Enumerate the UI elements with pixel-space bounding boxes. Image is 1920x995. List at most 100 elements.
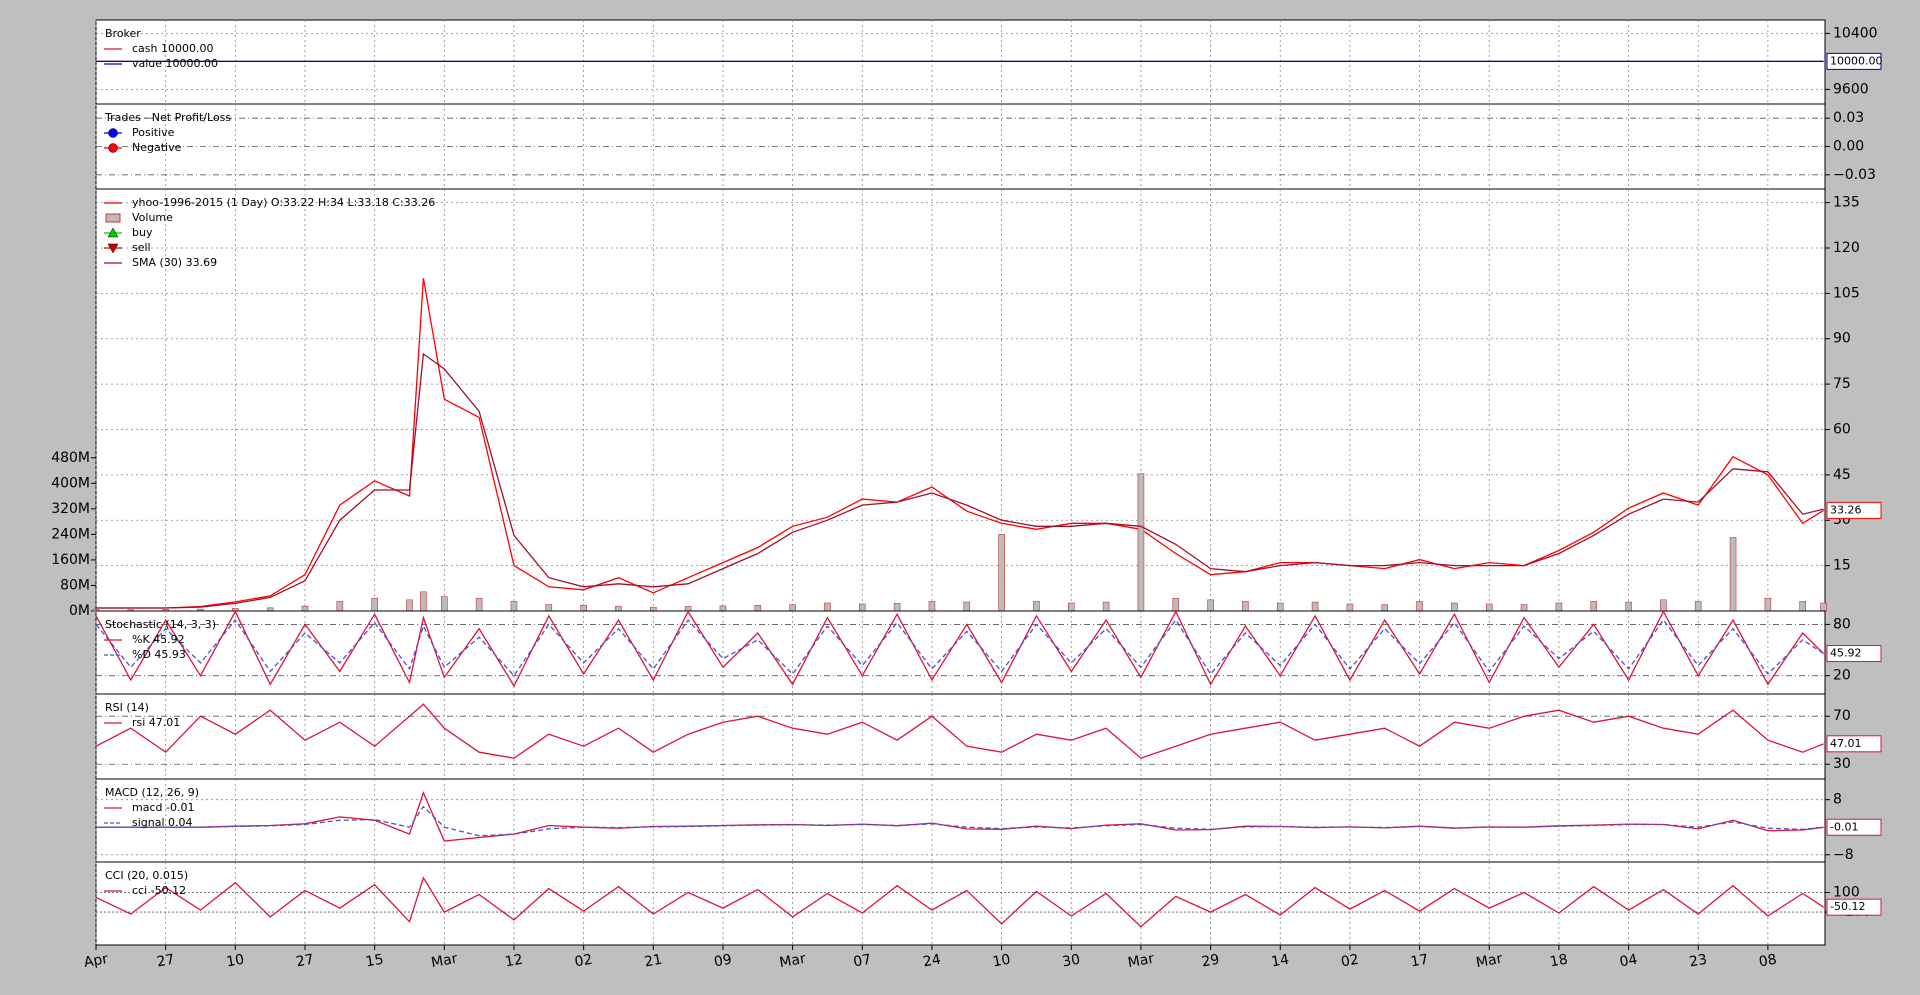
y-tick-label: 120 (1833, 240, 1860, 256)
volume-bar (615, 605, 622, 612)
x-tick-label: 15 (364, 952, 384, 971)
volume-bar (998, 534, 1005, 612)
y-tick-label: 30 (1833, 756, 1851, 772)
y-tick-label: 20 (1833, 668, 1851, 684)
y-tick-label: −8 (1833, 847, 1854, 863)
y-tick-label: 60 (1833, 421, 1851, 437)
panel (95, 188, 1826, 612)
volume-bar (1102, 601, 1110, 612)
panel-title: CCI (20, 0.015) (105, 869, 188, 882)
volume-bar (1625, 601, 1632, 612)
x-tick-label: 14 (1270, 952, 1290, 971)
volume-bar (475, 597, 483, 612)
volume-bar (1346, 603, 1354, 612)
last-value-label: 47.01 (1830, 737, 1862, 750)
x-tick-label: Mar (1475, 951, 1504, 971)
panel-title: Trades - Net Profit/Loss (104, 111, 231, 124)
legend-label: Volume (132, 211, 173, 224)
volume-bar (754, 604, 762, 612)
legend-marker (108, 143, 118, 153)
legend-label: yhoo-1996-2015 (1 Day) O:33.22 H:34 L:33… (132, 196, 435, 209)
volume-bar (580, 604, 587, 612)
volume-bar (510, 601, 518, 612)
y2-tick-label: 320M (51, 501, 90, 517)
x-tick-label: Apr (83, 951, 110, 971)
volume-bar (1485, 603, 1493, 612)
panel (95, 778, 1826, 863)
x-tick-label: 23 (1688, 952, 1708, 971)
last-value-label: 45.92 (1830, 647, 1862, 660)
volume-bar (789, 604, 796, 612)
series-line (95, 876, 1824, 928)
last-value-label: 33.26 (1830, 503, 1862, 516)
volume-bar (1381, 604, 1389, 612)
volume-bar (336, 601, 344, 612)
x-tick-label: 09 (713, 952, 733, 971)
last-value-box (1826, 52, 1882, 70)
volume-bar (1799, 601, 1807, 612)
panel-title: Stochastic (14, 3, 3) (105, 618, 216, 631)
y-tick-label: 75 (1833, 376, 1851, 392)
volume-bar (1242, 601, 1249, 612)
volume-bar (719, 605, 727, 612)
x-tick-label: 30 (1061, 952, 1081, 971)
x-tick-label: 02 (573, 952, 593, 971)
legend-label: buy (132, 226, 153, 239)
volume-bar (1820, 602, 1827, 612)
panel (95, 693, 1826, 780)
x-tick-label: Mar (1127, 951, 1156, 971)
volume-bar (1694, 601, 1702, 612)
x-tick-label: 04 (1618, 952, 1638, 971)
legend-marker (107, 227, 119, 238)
volume-bar (1172, 597, 1180, 612)
panel-title: RSI (14) (105, 701, 149, 714)
volume-bar (1451, 602, 1458, 612)
legend-label: value 10000.00 (132, 57, 218, 70)
volume-bar (928, 601, 936, 612)
volume-bar (1590, 601, 1598, 612)
y2-tick-label: 480M (51, 450, 90, 466)
series-line (96, 352, 1824, 609)
volume-bar (1764, 597, 1772, 612)
y-tick-label: 0.03 (1833, 110, 1864, 126)
y-tick-label: 100 (1833, 885, 1860, 901)
volume-bar (1276, 602, 1284, 612)
y-tick-label: 10400 (1833, 25, 1878, 41)
volume-bar (1520, 604, 1528, 612)
volume-bar (420, 591, 427, 612)
legend-label: Positive (132, 126, 175, 139)
x-tick-label: 18 (1549, 952, 1569, 971)
legend-label: %D 45.93 (132, 648, 186, 661)
legend-label: rsi 47.01 (132, 716, 180, 729)
volume-bar (858, 603, 866, 612)
x-tick-label: 07 (852, 952, 872, 971)
volume-bar (649, 606, 657, 612)
y-tick-label: 45 (1833, 467, 1851, 483)
legend-marker (107, 243, 119, 254)
volume-bar (545, 604, 553, 612)
series-line (96, 805, 1824, 837)
last-value-label: 10000.00 (1830, 54, 1883, 67)
volume-bar (1729, 537, 1737, 612)
volume-bar (1137, 473, 1145, 612)
y-tick-label: 80 (1833, 616, 1851, 632)
legend-label: SMA (30) 33.69 (132, 256, 217, 269)
volume-bar (1555, 602, 1563, 612)
y2-tick-label: 80M (60, 577, 90, 593)
x-tick-label: 17 (1409, 952, 1429, 971)
x-tick-label: 12 (504, 952, 524, 971)
legend-label: sell (132, 241, 151, 254)
legend-label: Negative (132, 141, 182, 154)
x-tick-label: 10 (991, 952, 1011, 971)
y-tick-label: 9600 (1833, 81, 1869, 97)
volume-bar (824, 602, 831, 612)
panel (95, 861, 1826, 946)
volume-bar (1033, 601, 1040, 612)
volume-bar (1067, 602, 1075, 612)
volume-bar (963, 601, 971, 612)
legend-swatch (105, 213, 121, 223)
legend-label: cci -50.12 (132, 884, 186, 897)
x-tick-label: Mar (430, 951, 459, 971)
last-value-box (1826, 735, 1882, 753)
